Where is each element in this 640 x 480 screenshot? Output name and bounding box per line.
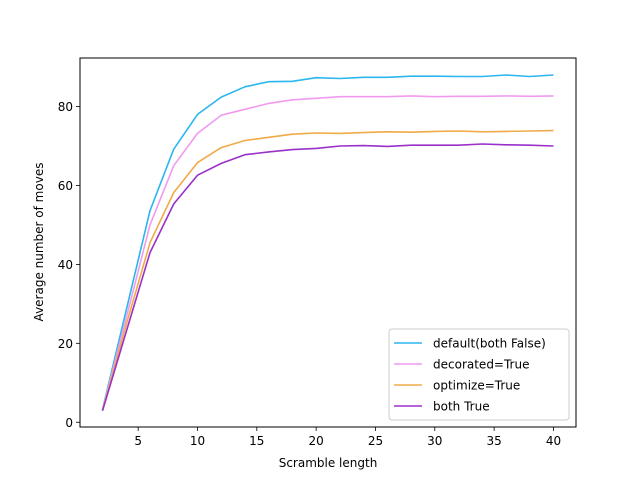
legend-label-0: default(both False)	[433, 337, 546, 351]
x-tick-label: 10	[190, 434, 205, 448]
x-axis-label: Scramble length	[279, 456, 378, 470]
legend-label-3: both True	[433, 400, 490, 414]
y-tick-label: 0	[65, 416, 73, 430]
x-tick-label: 5	[134, 434, 142, 448]
y-tick-label: 60	[58, 179, 73, 193]
x-tick-label: 20	[308, 434, 323, 448]
x-tick-label: 30	[427, 434, 442, 448]
x-axis-ticks: 5 10 15 20 25 30 35 40	[134, 427, 561, 448]
series-line-1	[101, 95, 554, 411]
y-tick-label: 40	[58, 258, 73, 272]
series-line-2	[101, 129, 554, 411]
x-tick-label: 35	[486, 434, 501, 448]
y-axis-label: Average number of moves	[32, 163, 46, 322]
y-tick-label: 80	[58, 100, 73, 114]
axes-frame	[79, 57, 577, 428]
series-line-0	[101, 74, 554, 410]
legend-box	[388, 328, 570, 421]
y-tick-label: 20	[58, 337, 73, 351]
y-axis-ticks: 0 20 40 60 80	[58, 100, 80, 430]
legend-label-1: decorated=True	[433, 358, 529, 372]
x-tick-label: 40	[546, 434, 561, 448]
legend: default(both False) decorated=True optimiz…	[388, 328, 570, 421]
x-tick-label: 25	[368, 434, 383, 448]
x-tick-label: 15	[249, 434, 264, 448]
series-line-3	[101, 143, 554, 412]
legend-label-2: optimize=True	[433, 379, 520, 393]
series-lines	[101, 74, 554, 412]
